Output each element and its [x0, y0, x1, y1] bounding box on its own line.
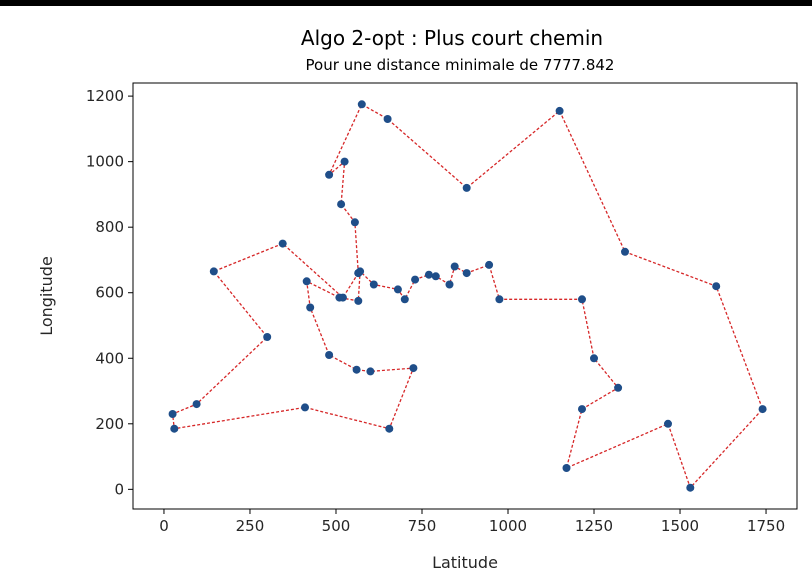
city-point	[450, 262, 459, 271]
city-point	[369, 280, 378, 289]
x-tick-label: 1500	[661, 517, 699, 535]
city-point	[409, 364, 418, 373]
city-point	[354, 296, 363, 305]
x-tick-label: 500	[322, 517, 351, 535]
city-point	[555, 106, 564, 115]
city-point	[445, 280, 454, 289]
city-point	[350, 218, 359, 227]
city-point	[352, 365, 361, 374]
city-point	[495, 295, 504, 304]
x-tick-label: 250	[236, 517, 265, 535]
x-tick-label: 750	[408, 517, 437, 535]
city-point	[562, 464, 571, 472]
x-tick-label: 0	[159, 517, 169, 535]
city-point	[614, 383, 623, 392]
city-point	[383, 115, 392, 123]
city-point	[340, 157, 349, 166]
axes-frame	[132, 82, 798, 510]
chart-title: Algo 2-opt : Plus court chemin	[301, 26, 603, 50]
city-point	[170, 424, 179, 433]
city-point	[354, 269, 363, 278]
city-point	[686, 483, 695, 492]
city-point	[168, 410, 177, 418]
city-point	[578, 295, 586, 304]
city-point	[393, 285, 402, 294]
city-point	[485, 260, 494, 269]
y-axis-ticks: 0 200 400 600 800 1000 1200	[86, 87, 133, 498]
city-point	[337, 200, 346, 209]
city-point	[758, 405, 767, 414]
x-tick-label: 1750	[747, 517, 785, 535]
y-tick-label: 200	[95, 415, 124, 433]
city-point	[325, 170, 334, 179]
plot-area	[168, 100, 767, 492]
city-point	[664, 419, 672, 428]
city-point	[325, 351, 334, 359]
city-point	[462, 183, 471, 192]
city-point	[366, 367, 375, 376]
city-point	[335, 293, 344, 302]
city-point	[578, 405, 586, 414]
city-point	[357, 100, 366, 109]
city-point	[209, 267, 218, 276]
city-point	[301, 403, 309, 412]
city-point	[411, 275, 420, 284]
city-point	[263, 333, 272, 341]
city-point	[278, 239, 287, 248]
x-tick-label: 1250	[575, 517, 613, 535]
city-point	[621, 247, 629, 256]
city-point	[590, 354, 598, 363]
city-point	[192, 400, 201, 409]
city-point	[431, 272, 440, 281]
y-tick-label: 1200	[86, 87, 124, 105]
city-point	[462, 269, 471, 278]
city-point	[400, 295, 409, 304]
y-tick-label: 600	[95, 284, 124, 302]
y-axis-label: Longitude	[37, 256, 56, 336]
y-tick-label: 400	[95, 349, 124, 367]
city-point	[385, 424, 394, 433]
y-tick-label: 0	[114, 480, 124, 498]
x-axis-ticks: 0 250 500 750 1000 1250 1500 1750	[159, 509, 785, 535]
chart-subtitle: Pour une distance minimale de 7777.842	[306, 56, 615, 74]
city-point	[424, 270, 433, 279]
x-tick-label: 1000	[489, 517, 527, 535]
y-tick-label: 1000	[86, 153, 124, 171]
top-border	[0, 0, 812, 6]
city-point	[302, 277, 311, 286]
city-point	[712, 282, 721, 291]
route-line	[171, 103, 764, 489]
city-point	[306, 303, 315, 312]
x-axis-label: Latitude	[432, 553, 498, 572]
y-tick-label: 800	[95, 218, 124, 236]
